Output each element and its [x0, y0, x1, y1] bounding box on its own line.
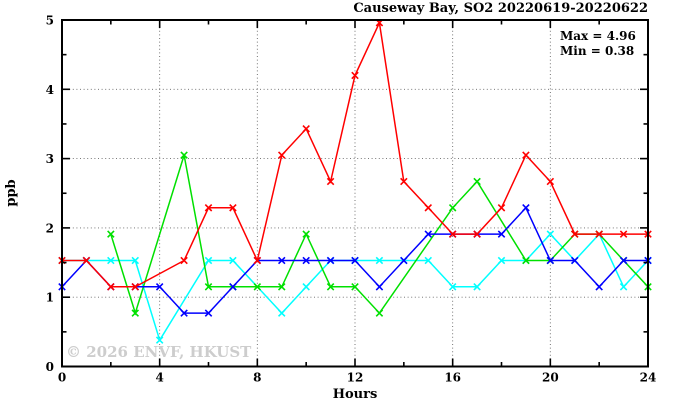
- x-tick-label: 20: [542, 371, 559, 385]
- y-tick-label: 3: [46, 152, 54, 166]
- series-blue-marker: [595, 283, 603, 291]
- series-blue-marker: [180, 309, 188, 317]
- x-tick-label: 0: [58, 371, 66, 385]
- series-cyan-marker: [546, 230, 555, 238]
- series-red-marker: [351, 71, 359, 80]
- x-tick-label: 4: [155, 371, 163, 385]
- series-cyan-marker: [204, 256, 213, 265]
- series-red-marker: [473, 230, 481, 238]
- series-red-marker: [546, 177, 555, 186]
- y-tick-label: 0: [46, 360, 54, 374]
- series-green-marker: [131, 309, 140, 317]
- series-blue-marker: [619, 256, 628, 265]
- x-axis-label: Hours: [333, 387, 378, 402]
- series-blue-marker: [155, 283, 164, 291]
- series-red-marker: [229, 204, 237, 212]
- series-blue-marker: [302, 256, 310, 265]
- series-red-marker: [277, 151, 286, 159]
- series-green-marker: [302, 230, 310, 238]
- series-green-marker: [180, 151, 188, 159]
- series-green-marker: [351, 283, 359, 291]
- min-annotation: Min = 0.38: [560, 44, 634, 58]
- plot-border: [61, 19, 649, 368]
- series-red-marker: [180, 256, 188, 265]
- series-blue-marker: [277, 256, 286, 265]
- series-cyan-marker: [302, 283, 310, 291]
- series-blue-marker: [375, 283, 384, 291]
- y-tick-label: 4: [46, 83, 54, 97]
- series-blue: [58, 204, 652, 317]
- watermark: © 2026 ENVF, HKUST: [66, 343, 252, 361]
- series-blue-marker: [570, 256, 579, 265]
- x-tick-label: 24: [640, 371, 657, 385]
- y-tick-label: 5: [46, 14, 54, 28]
- series-green-marker: [107, 230, 115, 238]
- series-green-marker: [473, 177, 481, 186]
- series-red-marker: [522, 151, 530, 159]
- series-cyan-marker: [473, 283, 481, 291]
- series-red-marker: [424, 204, 433, 212]
- max-annotation: Max = 4.96: [560, 29, 636, 43]
- series-blue-marker: [326, 256, 335, 265]
- series-red-marker: [253, 256, 262, 265]
- series-blue-marker: [497, 230, 506, 238]
- series-blue-marker: [522, 204, 530, 212]
- series-cyan-marker: [107, 256, 115, 265]
- series-cyan-marker: [277, 309, 286, 317]
- series-blue-marker: [351, 256, 359, 265]
- series-green-marker: [277, 283, 286, 291]
- series-red-marker: [302, 125, 310, 133]
- series-blue-marker: [204, 309, 213, 317]
- series-cyan-marker: [229, 256, 237, 265]
- series-red-marker: [326, 177, 335, 186]
- series-cyan-marker: [424, 256, 433, 265]
- series-green-marker: [375, 309, 384, 317]
- series-cyan-marker: [155, 336, 164, 344]
- series-green-marker: [253, 283, 262, 291]
- series-blue-marker: [546, 256, 555, 265]
- series-red-marker: [131, 283, 140, 291]
- gridlines: [62, 20, 648, 367]
- chart-title: Causeway Bay, SO2 20220619-20220622: [353, 1, 648, 16]
- series-green-marker: [204, 283, 213, 291]
- series-red-marker: [204, 204, 213, 212]
- series-red-marker: [595, 230, 603, 238]
- series-red-marker: [619, 230, 628, 238]
- series-cyan-marker: [131, 256, 140, 265]
- series-red-marker: [497, 204, 506, 212]
- series-green-marker: [448, 204, 457, 212]
- series-green-marker: [522, 256, 530, 265]
- series-blue-marker: [424, 230, 433, 238]
- series-red-marker: [82, 256, 91, 265]
- x-tick-label: 8: [253, 371, 261, 385]
- series-blue-marker: [229, 283, 237, 291]
- series-red-marker: [107, 283, 115, 291]
- y-axis-label: ppb: [4, 179, 19, 206]
- series-red-marker: [400, 177, 408, 186]
- series-cyan-marker: [375, 256, 384, 265]
- x-tick-label: 12: [347, 371, 364, 385]
- series-red-line: [62, 20, 648, 288]
- series-red-marker: [570, 230, 579, 238]
- x-tick-label: 16: [444, 371, 461, 385]
- series-cyan-marker: [448, 283, 457, 291]
- y-tick-label: 2: [46, 221, 54, 235]
- series-cyan-marker: [497, 256, 506, 265]
- series-red: [58, 19, 652, 291]
- y-tick-label: 1: [46, 291, 54, 305]
- series-blue-marker: [400, 256, 408, 265]
- series-red-marker: [448, 230, 457, 238]
- series-green-marker: [326, 283, 335, 291]
- series-cyan-marker: [619, 283, 628, 291]
- data-series-layer: [58, 19, 652, 344]
